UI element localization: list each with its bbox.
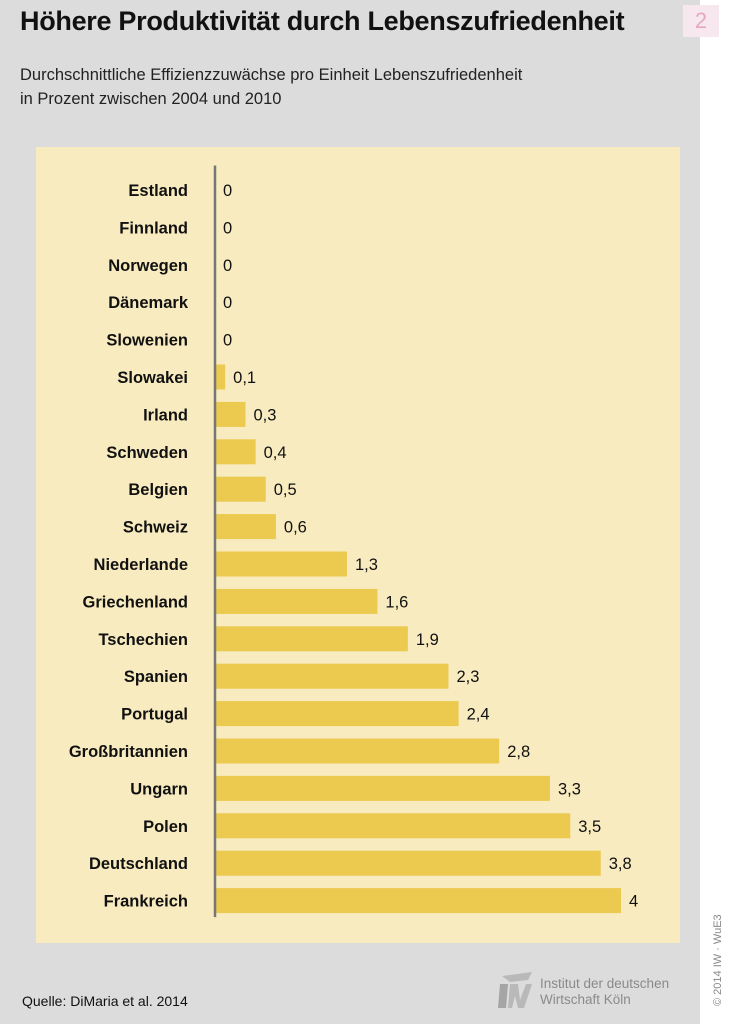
data-label: 1,6: [385, 593, 408, 611]
bar: [215, 813, 571, 839]
chart-title: Höhere Produktivität durch Lebenszufried…: [20, 6, 625, 36]
data-label: 0,3: [253, 406, 276, 424]
category-label: Schweiz: [123, 519, 188, 537]
data-label: 0: [223, 294, 232, 312]
data-label: 2,8: [507, 743, 530, 761]
category-label: Irland: [143, 406, 188, 424]
category-label: Portugal: [121, 706, 188, 724]
data-label: 1,3: [355, 556, 378, 574]
data-label: 0,4: [264, 444, 287, 462]
category-label: Deutschland: [89, 855, 188, 873]
logo-text-line-1: Institut der deutschen: [540, 976, 670, 991]
chart-subtitle: Durchschnittliche Effizienzzuwächse pro …: [20, 63, 522, 111]
category-label: Spanien: [124, 668, 188, 686]
bar: [215, 514, 276, 540]
bar: [215, 588, 378, 614]
data-label: 4: [629, 893, 638, 911]
category-label: Ungarn: [130, 780, 188, 798]
category-label: Estland: [128, 182, 188, 200]
data-label: 3,3: [558, 780, 581, 798]
data-label: 0,5: [274, 481, 297, 499]
category-label: Belgien: [128, 481, 188, 499]
bar: [215, 850, 601, 876]
data-label: 2,3: [456, 668, 479, 686]
category-label: Frankreich: [104, 893, 188, 911]
bar: [215, 551, 347, 577]
bar: [215, 663, 449, 689]
category-label: Dänemark: [108, 294, 189, 312]
bar: [215, 738, 500, 764]
bar-chart: Estland 0 Finnland 0 Norwegen 0 Dänemark 0 Slowe…: [69, 165, 638, 918]
copyright-note: © 2014 IW · WuE3: [712, 914, 724, 1006]
bar: [215, 701, 459, 727]
source-note: Quelle: DiMaria et al. 2014: [22, 993, 188, 1009]
category-label: Norwegen: [108, 257, 188, 275]
subtitle-line-1: Durchschnittliche Effizienzzuwächse pro …: [20, 66, 523, 84]
data-label: 3,8: [609, 855, 632, 873]
bar: [215, 439, 256, 465]
data-label: 2,4: [467, 706, 490, 724]
data-label: 1,9: [416, 631, 439, 649]
category-label: Finnland: [119, 219, 188, 237]
page-number-badge: 2: [683, 5, 719, 37]
bar: [215, 775, 550, 801]
iw-logo: Institut der deutschen Wirtschaft Köln: [498, 968, 694, 1014]
iw-logo-icon: [498, 972, 532, 1008]
category-label: Großbritannien: [69, 743, 188, 761]
bar: [215, 364, 226, 390]
logo-text-line-2: Wirtschaft Köln: [540, 992, 631, 1007]
data-label: 0: [223, 182, 232, 200]
category-label: Niederlande: [94, 556, 188, 574]
data-label: 3,5: [578, 818, 601, 836]
chart-area: Estland 0 Finnland 0 Norwegen 0 Dänemark 0 Slowe…: [36, 147, 680, 943]
data-label: 0,1: [233, 369, 256, 387]
data-label: 0: [223, 219, 232, 237]
data-label: 0,6: [284, 519, 307, 537]
data-label: 0: [223, 257, 232, 275]
category-label: Slowenien: [106, 332, 188, 350]
category-label: Slowakei: [117, 369, 188, 387]
bar: [215, 401, 246, 427]
data-label: 0: [223, 332, 232, 350]
bar: [215, 476, 266, 502]
bar: [215, 888, 621, 914]
category-label: Schweden: [106, 444, 188, 462]
subtitle-line-2: in Prozent zwischen 2004 und 2010: [20, 90, 282, 108]
category-label: Griechenland: [83, 593, 188, 611]
logo-text: Institut der deutschen Wirtschaft Köln: [540, 976, 669, 1008]
category-label: Tschechien: [98, 631, 188, 649]
bar: [215, 626, 408, 652]
category-label: Polen: [143, 818, 188, 836]
